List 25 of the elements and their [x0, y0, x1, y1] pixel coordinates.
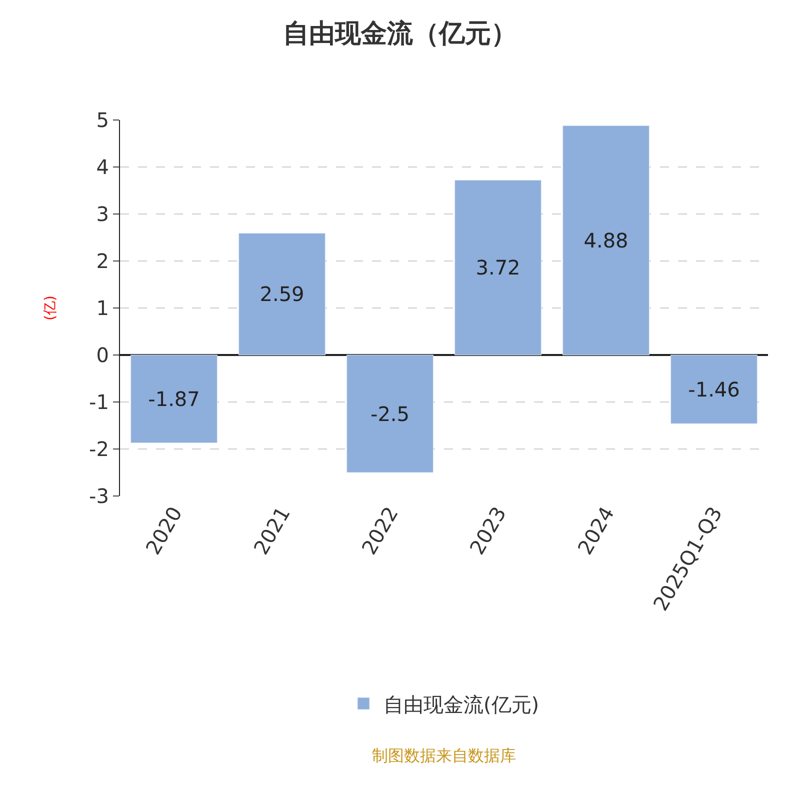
data-label: -1.87	[148, 386, 200, 411]
y-tick-label: -2	[89, 437, 109, 461]
bar	[670, 354, 758, 424]
chart-title: 自由现金流（亿元）	[283, 19, 517, 50]
legend-label: 自由现金流(亿元)	[384, 692, 540, 716]
bar	[562, 125, 650, 356]
y-tick-label: 5	[96, 108, 109, 132]
y-tick-label: 4	[96, 155, 109, 179]
bar	[346, 354, 434, 473]
data-label: -2.5	[370, 402, 410, 426]
bar	[454, 180, 542, 356]
y-tick-label: -3	[89, 484, 109, 508]
y-tick-label: 0	[96, 343, 109, 367]
data-label: 2.59	[260, 282, 304, 306]
y-axis-title: (亿)	[42, 296, 59, 320]
text: 制图数据来自数据库	[372, 746, 516, 765]
y-tick-label: 3	[96, 202, 109, 226]
data-label: -1.46	[688, 377, 740, 402]
data-label: 4.88	[584, 228, 628, 252]
bar	[238, 233, 326, 356]
data-label: 3.72	[476, 256, 520, 280]
y-tick-label: 2	[96, 249, 109, 273]
bar	[130, 354, 218, 444]
y-tick-label: 1	[96, 296, 109, 320]
y-tick-label: -1	[89, 390, 109, 414]
